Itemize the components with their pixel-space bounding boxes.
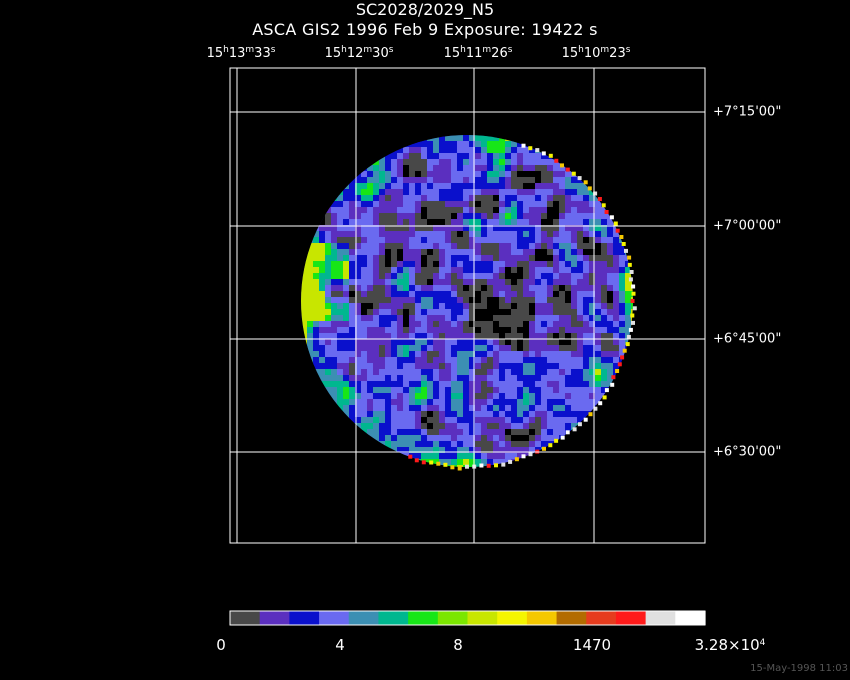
- coordinate-grid: [230, 68, 705, 543]
- colorbar-swatch: [289, 611, 320, 625]
- colorbar-swatch: [348, 611, 380, 625]
- colorbar-swatch: [615, 611, 647, 625]
- colorbar-label-3: 8: [453, 636, 463, 654]
- timestamp: 15-May-1998 11:03: [750, 663, 848, 674]
- colorbar-swatch: [556, 611, 587, 625]
- ra-label-2: 15h12m30s: [324, 45, 394, 62]
- colorbar-swatch: [586, 611, 617, 625]
- ra-label-3: 15h11m26s: [443, 45, 513, 62]
- colorbar-swatch: [230, 611, 261, 625]
- colorbar-label-5: 3.28×104: [694, 636, 766, 654]
- dec-label-3: +6°45'00": [713, 331, 782, 347]
- dec-label-2: +7°00'00": [713, 218, 782, 234]
- colorbar-swatch: [675, 611, 706, 625]
- colorbar-label-1: 0: [216, 636, 226, 654]
- colorbar-swatch: [319, 611, 350, 625]
- colorbar-swatch: [645, 611, 676, 625]
- colorbar-label-2: 4: [335, 636, 345, 654]
- colorbar-swatch: [437, 611, 469, 625]
- colorbar-label-4: 1470: [572, 636, 612, 654]
- colorbar: [229, 610, 706, 626]
- image-subtitle: ASCA GIS2 1996 Feb 9 Exposure: 19422 s: [252, 20, 598, 39]
- bright-rim: [408, 143, 637, 471]
- colorbar-swatch: [497, 611, 528, 625]
- colorbar-swatch: [408, 611, 439, 625]
- colorbar-outline: [229, 610, 706, 626]
- colorbar-swatch: [467, 611, 498, 625]
- dec-label-4: +6°30'00": [713, 444, 782, 460]
- ra-label-4: 15h10m23s: [561, 45, 631, 62]
- ra-label-1: 15h13m33s: [206, 45, 276, 62]
- colorbar-swatch: [526, 611, 558, 625]
- image-title: SC2028/2029_N5: [355, 0, 495, 19]
- colorbar-swatch: [378, 611, 409, 625]
- dec-label-1: +7°15'00": [713, 104, 782, 120]
- colorbar-swatch: [259, 611, 290, 625]
